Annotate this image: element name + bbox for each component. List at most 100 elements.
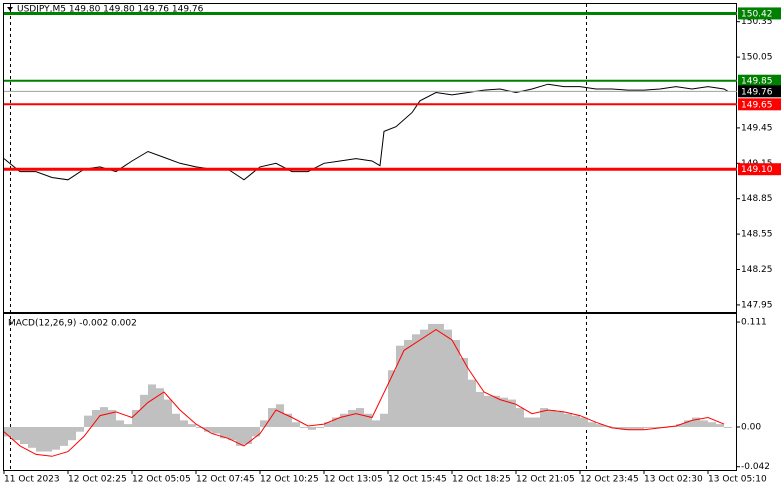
histogram-bar (244, 426, 252, 444)
histogram-bar (156, 388, 164, 427)
histogram-bar (268, 408, 276, 427)
histogram-bar (92, 409, 100, 427)
histogram-bar (20, 426, 28, 444)
histogram-bar (316, 426, 324, 428)
level-label-box (738, 163, 781, 176)
histogram-bar (44, 426, 52, 452)
histogram-bar (76, 426, 84, 432)
series-line (3, 329, 725, 457)
histogram-bar (524, 417, 532, 427)
histogram-bar (4, 426, 12, 437)
histogram-bar (260, 420, 268, 427)
histogram-bar (12, 426, 20, 441)
histogram-bar (284, 413, 292, 427)
histogram-bar (548, 409, 556, 427)
histogram-bar (340, 413, 348, 427)
histogram-bar (444, 329, 452, 427)
histogram-bar (196, 426, 204, 428)
histogram-bar (508, 399, 516, 427)
histogram-bar (172, 413, 180, 427)
histogram-bar (204, 426, 212, 432)
histogram-bar (564, 413, 572, 427)
histogram-bar (556, 411, 564, 427)
y-tick-label: 147.95 (741, 300, 773, 310)
histogram-bar (52, 426, 60, 450)
histogram-bar (476, 392, 484, 427)
y-tick-label: -0.042 (741, 462, 770, 472)
histogram-bar (28, 426, 36, 448)
histogram-bar (116, 420, 124, 427)
level-label: 149.85 (741, 77, 773, 87)
histogram-bar (628, 426, 636, 430)
histogram-bar (292, 422, 300, 427)
histogram-bar (612, 426, 620, 428)
histogram-bar (724, 426, 732, 428)
y-tick-label: 148.85 (741, 194, 773, 204)
histogram-bar (460, 357, 468, 427)
x-tick-label: 12 Oct 05:05 (132, 475, 191, 485)
histogram-bar (500, 397, 508, 427)
histogram-bar (380, 413, 388, 427)
y-tick-label: 0.111 (741, 318, 767, 328)
x-tick-label: 13 Oct 02:30 (644, 475, 703, 485)
histogram-bar (652, 426, 660, 428)
histogram-bar (404, 340, 412, 427)
histogram-bar (620, 426, 628, 430)
histogram-bar (68, 426, 76, 441)
x-tick-label: 12 Oct 21:05 (516, 475, 575, 485)
histogram-bar (348, 409, 356, 427)
histogram-bar (588, 422, 596, 427)
histogram-bar (60, 426, 68, 446)
histogram-bar (436, 323, 444, 427)
histogram-bar (684, 420, 692, 427)
histogram-bar (532, 417, 540, 427)
histogram-bar (276, 404, 284, 427)
histogram-bar (516, 408, 524, 427)
histogram-bar (492, 395, 500, 427)
histogram-bar (164, 399, 172, 427)
x-tick-label: 13 Oct 05:10 (708, 475, 767, 485)
histogram-bar (572, 415, 580, 427)
histogram-bar (420, 329, 428, 427)
x-tick-label: 12 Oct 13:05 (324, 475, 383, 485)
histogram-bar (140, 394, 148, 427)
histogram-bar (36, 426, 44, 452)
level-label: 150.42 (741, 9, 773, 19)
histogram-bar (84, 415, 92, 427)
histogram-bar (228, 426, 236, 441)
histogram-bar (132, 409, 140, 427)
histogram-bar (452, 340, 460, 427)
histogram-bar (212, 426, 220, 434)
histogram-bar (236, 426, 244, 446)
macd-title: MACD(12,26,9) -0.002 0.002 (8, 319, 137, 329)
histogram-bar (484, 395, 492, 427)
histogram-bar (716, 424, 724, 427)
price-panel-frame (3, 3, 737, 313)
level-label-box (738, 85, 781, 98)
level-label: 149.10 (741, 165, 773, 175)
histogram-bar (412, 334, 420, 427)
y-tick-label: 148.55 (741, 230, 773, 240)
histogram-bar (580, 417, 588, 427)
histogram-bar (100, 407, 108, 427)
histogram-bar (708, 422, 716, 427)
x-tick-label: 12 Oct 18:25 (452, 475, 511, 485)
histogram-bar (644, 426, 652, 428)
histogram-bar (596, 424, 604, 427)
macd-panel-frame (3, 313, 737, 471)
level-label-box (738, 98, 781, 111)
histogram-bar (540, 408, 548, 427)
y-tick-label: 149.45 (741, 123, 773, 133)
symbol-icon (7, 7, 13, 11)
x-tick-label: 12 Oct 10:25 (260, 475, 319, 485)
y-tick-label: 0.00 (741, 422, 761, 432)
y-tick-label: 150.35 (741, 17, 773, 27)
histogram-bar (300, 426, 308, 428)
level-label-box (738, 7, 781, 20)
price-title: USDJPY,M5 149.80 149.80 149.76 149.76 (17, 5, 204, 15)
histogram-bar (324, 422, 332, 427)
histogram-bar (636, 426, 644, 430)
histogram-bar (428, 323, 436, 427)
x-tick-label: 12 Oct 15:45 (388, 475, 447, 485)
